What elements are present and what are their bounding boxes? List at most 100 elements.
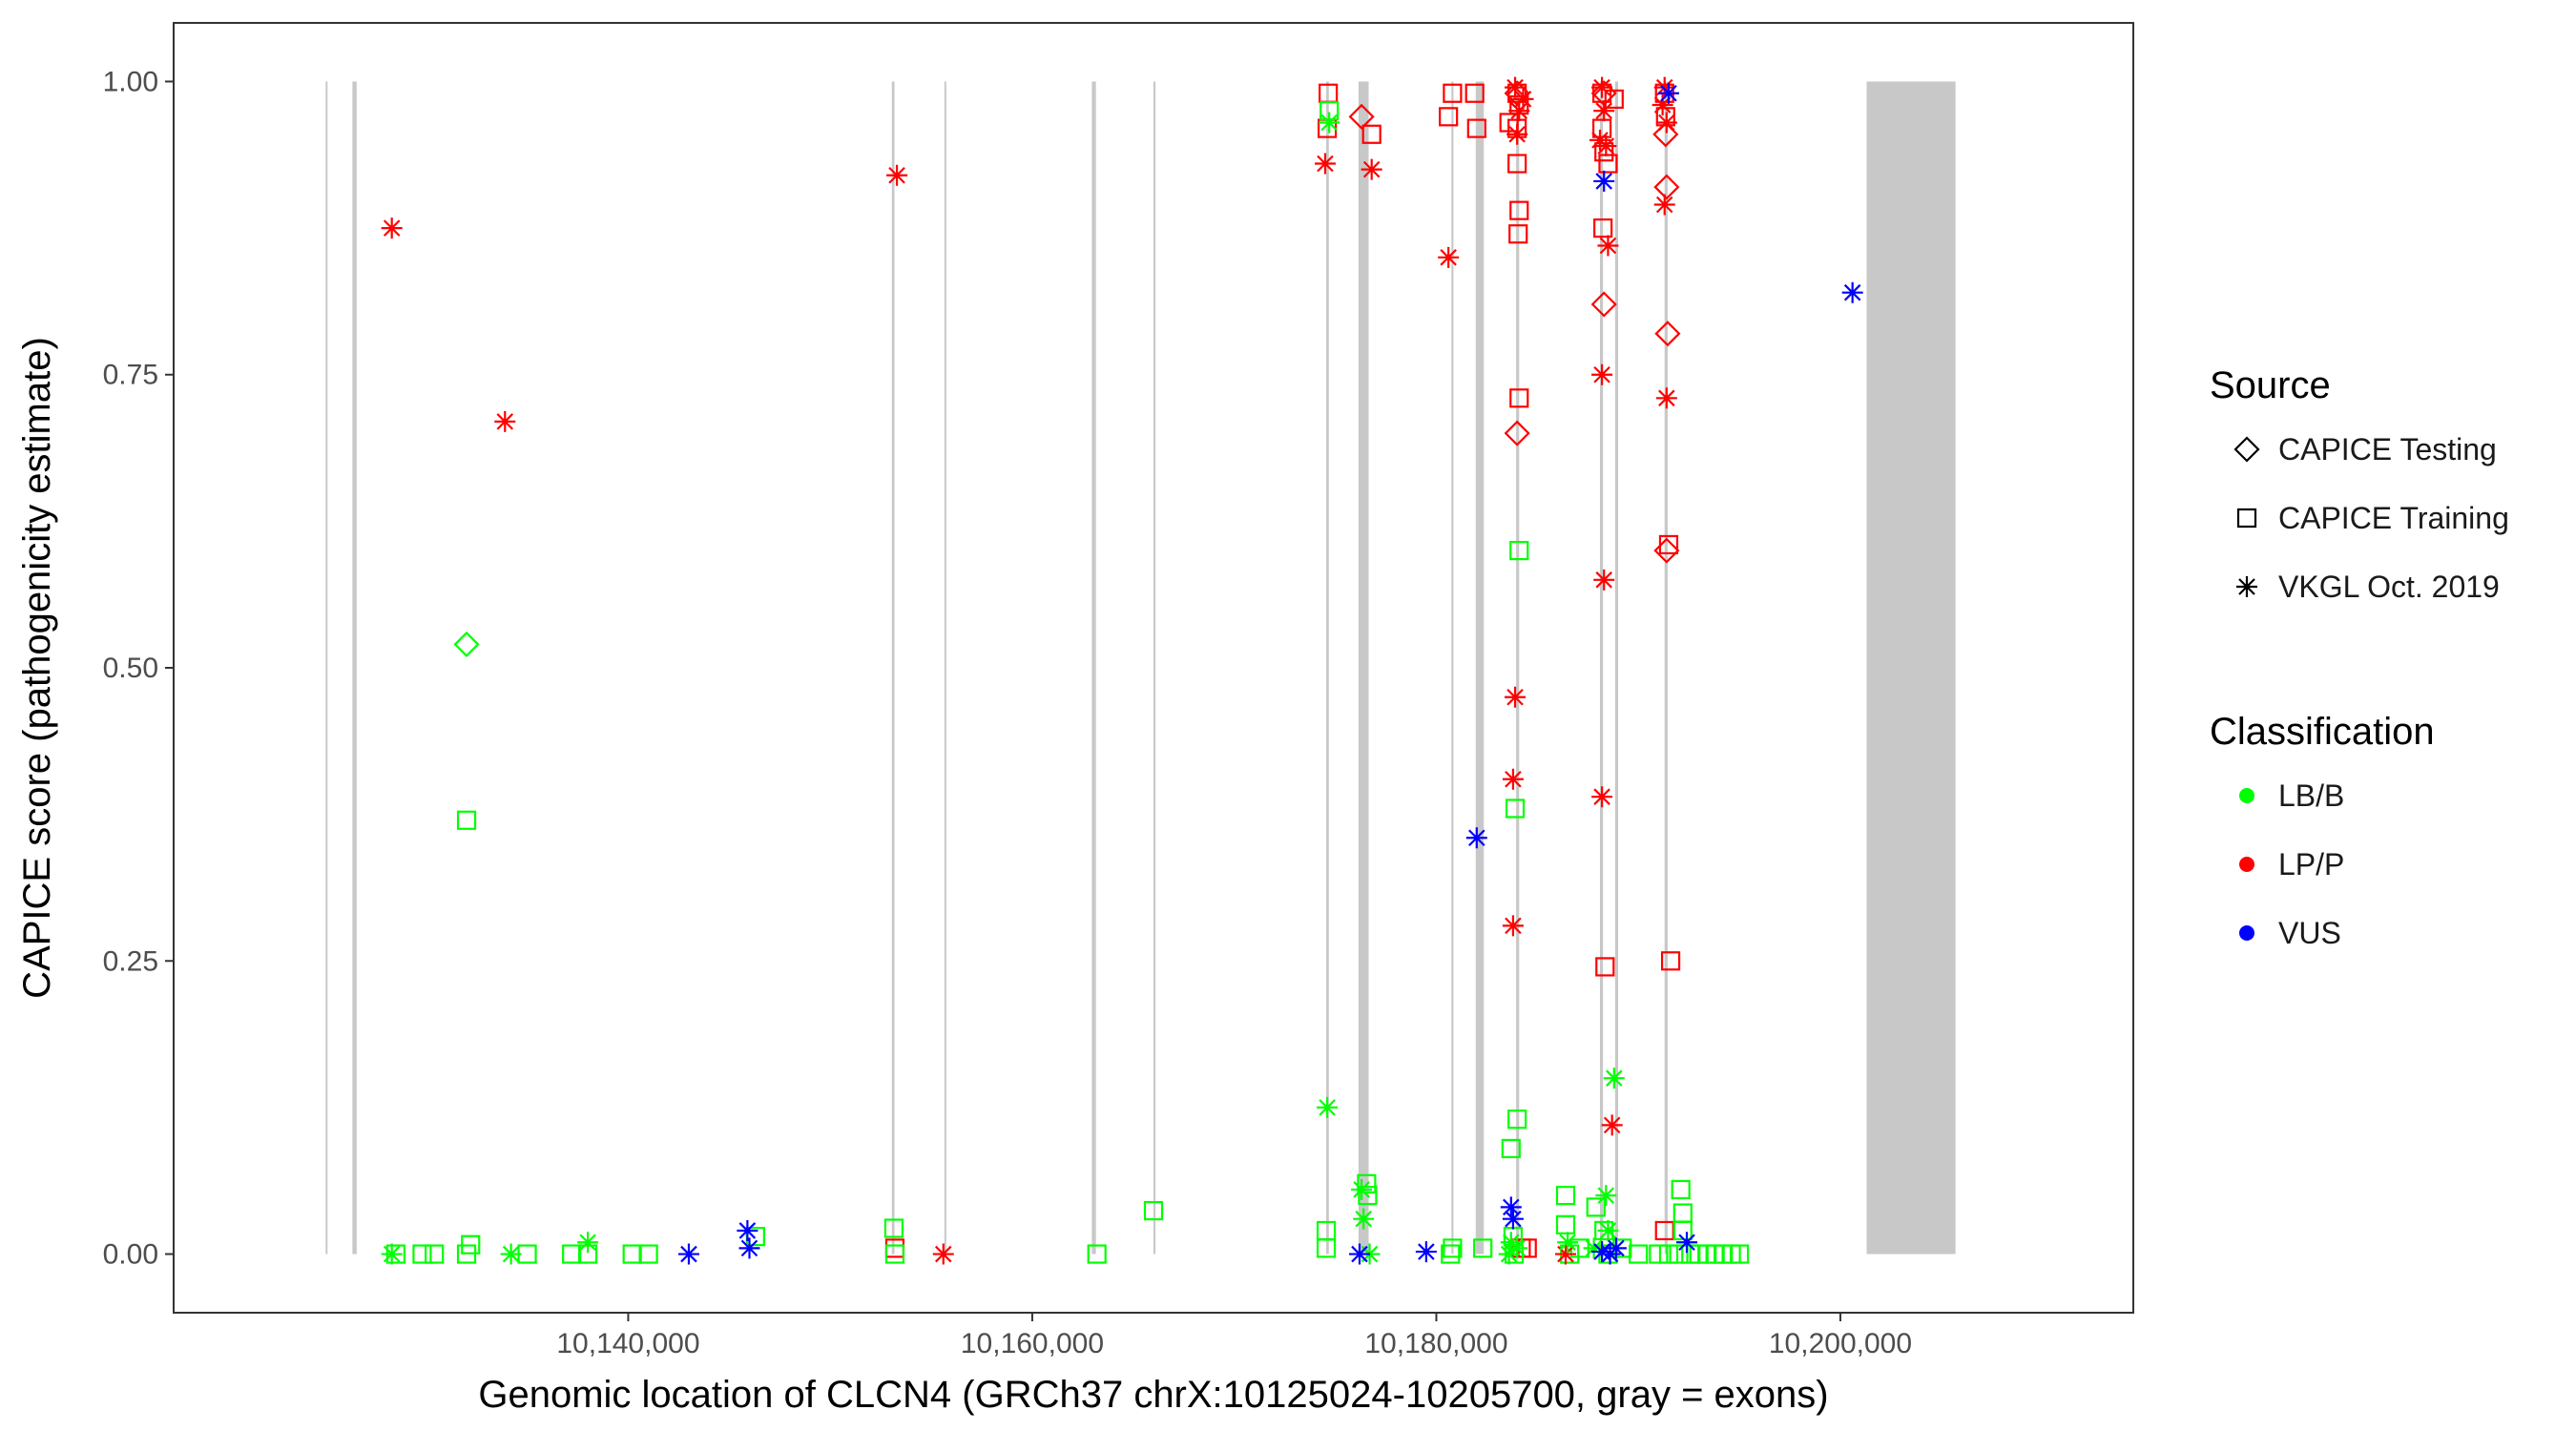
exon-layer (325, 81, 1956, 1255)
data-point (1597, 235, 1619, 257)
data-point (1593, 569, 1615, 591)
data-point (1314, 153, 1336, 175)
data-point (1669, 1244, 1689, 1264)
data-point (1361, 124, 1381, 144)
y-tick-label: 0.00 (103, 1239, 158, 1271)
exon-band (352, 81, 357, 1255)
data-point (1653, 174, 1680, 200)
data-point (1657, 82, 1679, 104)
data-point (1502, 915, 1524, 937)
data-point (1658, 534, 1679, 555)
data-point (1507, 1110, 1527, 1130)
exon-band (1614, 81, 1619, 1255)
exon-band (1358, 81, 1369, 1255)
data-point (1595, 1185, 1617, 1207)
data-point (1507, 154, 1527, 174)
exon-band (325, 81, 328, 1255)
data-point (1508, 224, 1528, 244)
data-point (1653, 194, 1675, 216)
data-point (1439, 107, 1459, 127)
data-point (1502, 1208, 1524, 1230)
data-point (1586, 1197, 1606, 1217)
exon-band (891, 81, 895, 1255)
data-point (381, 1243, 403, 1265)
data-point (425, 1244, 445, 1264)
data-point (1501, 1138, 1521, 1159)
x-tick-label: 10,200,000 (1769, 1328, 1912, 1359)
data-point (677, 1243, 699, 1265)
y-axis-title: CAPICE score (pathogenicity estimate) (16, 337, 58, 999)
legend-classification-label: LP/P (2278, 847, 2344, 881)
data-point (1649, 1244, 1669, 1264)
x-axis-title: Genomic location of CLCN4 (GRCh37 chrX:1… (478, 1374, 1828, 1416)
data-point (1676, 1232, 1698, 1254)
data-point (1361, 158, 1382, 180)
data-point (1653, 76, 1675, 98)
data-point (1505, 798, 1526, 819)
data-point (1348, 1243, 1370, 1265)
exon-band (1326, 81, 1329, 1255)
data-point (738, 1237, 760, 1259)
data-point (1466, 118, 1486, 138)
legend-key-diamond (2233, 436, 2260, 463)
data-point (1509, 540, 1529, 561)
data-point (1603, 1068, 1625, 1089)
data-point (1438, 246, 1460, 268)
data-point (1508, 100, 1530, 122)
x-tick-label: 10,180,000 (1364, 1328, 1507, 1359)
data-point (1655, 387, 1677, 409)
exon-band (1664, 81, 1668, 1255)
data-point (1319, 112, 1340, 134)
y-tick-label: 1.00 (103, 66, 158, 97)
data-point (1143, 1200, 1164, 1221)
legend-key-dot (2239, 925, 2254, 941)
data-point (1841, 281, 1863, 303)
exon-band (944, 81, 946, 1255)
data-point (1443, 1238, 1463, 1258)
legend-source-label: CAPICE Training (2278, 501, 2509, 535)
data-point (1554, 1243, 1576, 1265)
legend-key-square (2236, 508, 2257, 529)
legend-key-asterisk (2236, 576, 2257, 597)
data-point (1502, 768, 1524, 790)
data-point (1465, 827, 1487, 849)
data-point (1583, 1237, 1605, 1259)
data-point (1441, 1244, 1461, 1264)
data-point (1512, 88, 1534, 110)
axis-layer: 10,140,000 10,160,000 10,180,000 10,200,000… (103, 66, 1912, 1359)
x-tick-label: 10,140,000 (556, 1328, 699, 1359)
data-point (456, 1244, 477, 1264)
legend-source-label: VKGL Oct. 2019 (2278, 570, 2500, 604)
data-point (1652, 94, 1673, 116)
y-tick-label: 0.75 (103, 360, 158, 391)
data-point (1555, 1214, 1576, 1234)
data-point (1509, 388, 1529, 408)
exon-band (1153, 81, 1156, 1255)
data-point (1506, 123, 1528, 145)
data-point (412, 1244, 432, 1264)
data-point (500, 1243, 522, 1265)
data-point (1629, 1244, 1649, 1264)
data-point (1498, 1243, 1520, 1265)
data-point (1604, 89, 1624, 109)
exon-band (1516, 81, 1520, 1255)
data-point (1443, 83, 1463, 103)
data-point (1557, 1232, 1579, 1254)
data-point (1509, 200, 1529, 220)
data-point (577, 1232, 599, 1254)
data-point (1593, 170, 1615, 192)
legend-source-title: Source (2210, 364, 2331, 406)
data-point (1671, 1179, 1691, 1200)
exon-band (1475, 81, 1485, 1255)
data-point (1316, 1238, 1337, 1258)
legend: Source CAPICE Testing CAPICE Training VKGL … (2210, 364, 2509, 950)
data-point (1500, 1196, 1522, 1218)
data-point (1598, 154, 1618, 174)
data-point (737, 1219, 758, 1241)
data-point (1593, 218, 1613, 238)
legend-source-label: CAPICE Testing (2278, 432, 2497, 467)
data-point (456, 810, 477, 830)
data-point (1605, 1237, 1627, 1259)
exon-band (1091, 81, 1096, 1255)
